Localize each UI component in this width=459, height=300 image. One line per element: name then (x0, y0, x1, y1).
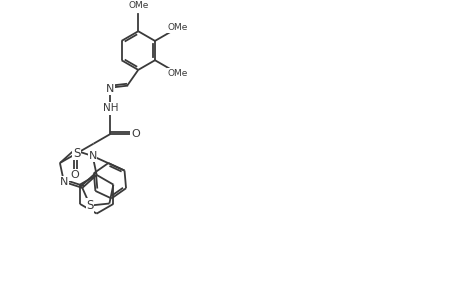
Text: S: S (73, 147, 80, 160)
Text: N: N (106, 84, 114, 94)
Text: OMe: OMe (167, 23, 187, 32)
Text: OMe: OMe (128, 1, 148, 10)
Text: NH: NH (102, 103, 118, 113)
Text: O: O (131, 129, 140, 139)
Text: N: N (60, 177, 68, 187)
Text: S: S (86, 199, 94, 212)
Text: OMe: OMe (167, 69, 187, 78)
Text: N: N (88, 151, 97, 161)
Text: O: O (70, 170, 78, 180)
